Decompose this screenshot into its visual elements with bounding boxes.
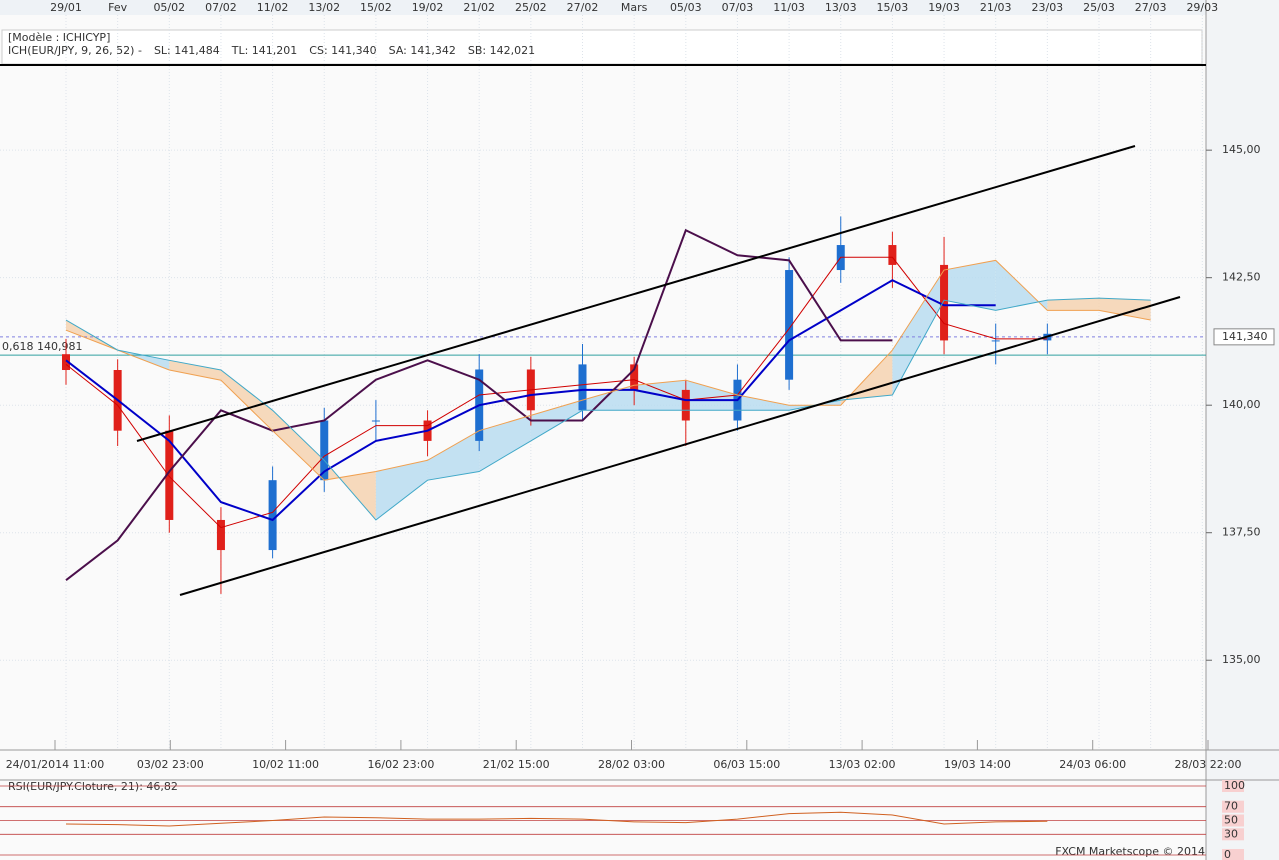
cloud-segment — [892, 270, 945, 395]
indicator-label: SL: 141,484 — [154, 44, 220, 57]
cloud-segment — [427, 430, 480, 481]
candle-body — [578, 364, 587, 411]
x-tick-label: Mars — [621, 1, 648, 14]
x-tick-label: 15/03 — [877, 1, 909, 14]
x2-tick-label: 28/02 03:00 — [598, 758, 665, 771]
x-tick-label: 13/03 — [825, 1, 857, 14]
footer: FXCM Marketscope © 2014 — [1055, 845, 1205, 858]
series-line — [65, 811, 1048, 827]
x-tick-label: 21/03 — [980, 1, 1012, 14]
x2-tick-label: 24/01/2014 11:00 — [6, 758, 105, 771]
cloud-segment — [737, 394, 790, 411]
rsi-tick-box — [1222, 780, 1244, 792]
indicator-label: CS: 141,340 — [309, 44, 376, 57]
x2-tick-label: 28/03 22:00 — [1175, 758, 1242, 771]
x-tick-label: 05/03 — [670, 1, 702, 14]
cloud-segment — [169, 360, 221, 381]
cloud-segment — [1099, 298, 1151, 321]
x2-tick-label: 24/03 06:00 — [1059, 758, 1126, 771]
x-tick-label: 29/03 — [1186, 1, 1218, 14]
trend-line — [179, 296, 1181, 596]
y-tick-label: 145,00 — [1222, 143, 1261, 156]
x-tick-label: 25/03 — [1083, 1, 1115, 14]
x-tick-label: 19/03 — [928, 1, 960, 14]
fib-label: 0,618 140,981 — [2, 340, 82, 353]
x2-tick-label: 03/02 23:00 — [137, 758, 204, 771]
y-tick-label: 142,50 — [1222, 271, 1261, 284]
cloud-segment — [375, 460, 428, 520]
x2-tick-label: 21/02 15:00 — [483, 758, 550, 771]
indicator-label: SA: 141,342 — [389, 44, 456, 57]
x-tick-label: 19/02 — [412, 1, 444, 14]
candle-body — [888, 245, 897, 265]
x2-tick-label: 10/02 11:00 — [252, 758, 319, 771]
indicator-label: TL: 141,201 — [231, 44, 298, 57]
cloud-segment — [944, 260, 996, 311]
x-tick-label: 05/02 — [153, 1, 185, 14]
x-tick-label: 29/01 — [50, 1, 82, 14]
candle-body — [681, 389, 690, 421]
series-line — [65, 228, 893, 581]
rsi-tick-box — [1222, 814, 1244, 827]
cloud-segment — [685, 380, 738, 411]
candle-body — [371, 420, 380, 422]
x-tick-label: Fev — [108, 1, 127, 14]
x-tick-label: 25/02 — [515, 1, 547, 14]
legend-box — [1, 29, 1203, 65]
candle-body — [940, 264, 949, 341]
indicator-label: ICH(EUR/JPY, 9, 26, 52) - — [8, 44, 142, 57]
x2-tick-label: 19/03 14:00 — [944, 758, 1011, 771]
cloud-segment — [220, 370, 273, 431]
x-tick-label: 27/03 — [1135, 1, 1167, 14]
series-line — [65, 279, 996, 522]
rsi-tick-box — [1222, 849, 1244, 860]
rsi-title: RSI(EUR/JPY.Cloture, 21): 46,82 — [8, 780, 178, 793]
y-tick-label: 137,50 — [1222, 526, 1261, 539]
top-date-band — [0, 0, 1206, 15]
candle-body — [630, 364, 639, 390]
x-tick-label: 07/02 — [205, 1, 237, 14]
x2-tick-label: 06/03 15:00 — [713, 758, 780, 771]
current-price-label: 141,340 — [1222, 330, 1268, 343]
x-tick-label: 23/03 — [1031, 1, 1063, 14]
series-line — [65, 259, 1151, 481]
rsi-tick-label: 0 — [1224, 848, 1231, 860]
x-tick-label: 27/02 — [567, 1, 599, 14]
trend-line — [136, 145, 1136, 442]
series-line — [65, 297, 1151, 521]
series-line — [65, 256, 1048, 529]
candle-body — [991, 340, 1000, 342]
cloud-segment — [1047, 298, 1099, 311]
rsi-tick-box — [1222, 800, 1244, 813]
candle-body — [62, 354, 70, 371]
candle-body — [216, 519, 225, 551]
rsi-tick-label: 70 — [1224, 800, 1238, 813]
candle-body — [320, 420, 329, 481]
candle-body — [785, 270, 794, 380]
cloud-segment — [479, 415, 531, 472]
y-tick-label: 140,00 — [1222, 398, 1261, 411]
x-tick-label: 11/03 — [773, 1, 805, 14]
rsi-tick-label: 30 — [1224, 827, 1238, 840]
rsi-tick-label: 100 — [1224, 779, 1245, 792]
price-axis-band — [1206, 0, 1279, 860]
x2-tick-label: 16/02 23:00 — [367, 758, 434, 771]
x-tick-label: 11/02 — [257, 1, 289, 14]
indicator-label: SB: 142,021 — [468, 44, 535, 57]
candle-body — [165, 430, 174, 520]
x-tick-label: 15/02 — [360, 1, 392, 14]
y-tick-label: 135,00 — [1222, 653, 1261, 666]
x-tick-label: 13/02 — [308, 1, 340, 14]
x-tick-label: 21/02 — [463, 1, 495, 14]
rsi-tick-box — [1222, 828, 1244, 841]
current-price-box — [1213, 328, 1275, 346]
cloud-segment — [582, 385, 635, 411]
x-tick-label: 07/03 — [722, 1, 754, 14]
rsi-tick-label: 50 — [1224, 814, 1238, 827]
template-label: [Modèle : ICHICYP] — [8, 31, 110, 44]
candle-body — [268, 480, 277, 551]
x2-tick-label: 13/03 02:00 — [829, 758, 896, 771]
